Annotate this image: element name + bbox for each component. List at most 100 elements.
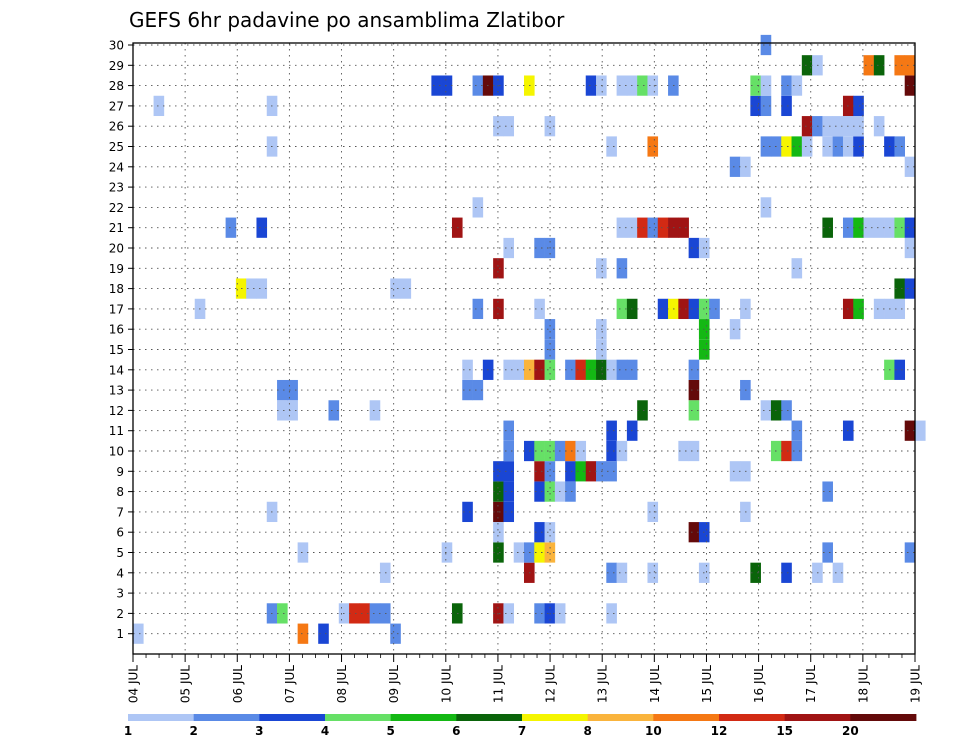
data-cell: [781, 400, 792, 421]
data-cell: [503, 359, 515, 380]
data-cell: [781, 136, 792, 157]
data-cell: [390, 278, 401, 299]
data-cell: [729, 461, 741, 482]
data-cell: [503, 116, 515, 137]
data-cell: [822, 136, 833, 157]
data-cell: [585, 461, 597, 482]
y-tick-label: 8: [116, 485, 124, 499]
data-cell: [513, 359, 525, 380]
data-cell: [493, 603, 504, 624]
data-cell: [616, 75, 628, 96]
data-cell: [565, 359, 576, 380]
y-tick-label: 22: [109, 201, 124, 215]
colorbar-swatch: [390, 714, 457, 721]
data-cell: [781, 75, 792, 96]
data-cell: [493, 298, 504, 320]
data-cell: [647, 75, 659, 96]
data-cell: [678, 217, 689, 238]
data-cell: [534, 542, 545, 563]
y-tick-label: 16: [109, 323, 124, 337]
data-cell: [493, 75, 504, 96]
data-cell: [801, 55, 813, 76]
data-cell: [915, 420, 926, 441]
y-tick-label: 30: [109, 39, 124, 53]
colorbar-swatch: [850, 714, 917, 721]
data-cell: [534, 359, 545, 380]
colorbar-label: 12: [711, 724, 728, 738]
data-cell: [441, 542, 453, 563]
data-cell: [894, 278, 906, 299]
data-cell: [534, 461, 545, 482]
data-cell: [256, 217, 268, 238]
colorbar-label: 8: [583, 724, 591, 738]
data-cell: [462, 501, 473, 523]
data-cell: [801, 116, 813, 137]
data-cell: [853, 136, 864, 157]
data-cell: [873, 217, 885, 238]
data-cell: [369, 603, 381, 624]
y-tick-label: 14: [109, 363, 124, 377]
data-cell: [606, 603, 617, 624]
data-cell: [575, 359, 587, 380]
y-tick-label: 7: [116, 505, 124, 519]
data-cell: [493, 501, 504, 523]
data-cell: [904, 237, 916, 259]
y-tick-label: 29: [109, 59, 124, 73]
colorbar-label: 1: [124, 724, 132, 738]
data-cell: [637, 400, 648, 421]
data-cell: [678, 440, 689, 462]
data-cell: [565, 440, 576, 462]
data-cell: [863, 217, 875, 238]
colorbar-label: 20: [842, 724, 859, 738]
data-cell: [287, 400, 298, 421]
colorbar-label: 7: [518, 724, 526, 738]
data-cell: [853, 95, 864, 117]
data-cell: [904, 75, 916, 96]
y-tick-label: 6: [116, 526, 124, 540]
colorbar-swatch: [587, 714, 654, 721]
data-cell: [575, 461, 587, 482]
data-cell: [822, 217, 833, 238]
data-cell: [894, 217, 906, 238]
x-tick-label: 12 JUL: [544, 665, 558, 703]
data-cell: [493, 481, 504, 502]
data-cell: [791, 440, 803, 462]
data-cell: [904, 542, 916, 563]
data-cell: [534, 481, 545, 502]
data-cell: [616, 440, 628, 462]
data-cell: [534, 237, 545, 259]
data-cell: [647, 501, 659, 523]
data-cell: [503, 461, 515, 482]
x-tick-label: 11 JUL: [491, 665, 505, 703]
data-cell: [750, 562, 761, 583]
data-cell: [544, 319, 556, 340]
colorbar-swatch: [522, 714, 589, 721]
y-tick-label: 23: [109, 181, 124, 195]
data-cell: [760, 197, 772, 218]
data-cell: [246, 278, 257, 299]
data-cell: [359, 603, 370, 624]
data-cell: [606, 136, 617, 157]
chart-title: GEFS 6hr padavine po ansamblima Zlatibor: [129, 8, 565, 32]
data-cell: [853, 217, 864, 238]
data-cell: [873, 116, 885, 137]
data-cell: [688, 298, 700, 320]
data-cell: [801, 136, 813, 157]
y-tick-label: 5: [116, 546, 124, 560]
data-cell: [431, 75, 442, 96]
data-cell: [822, 542, 833, 563]
x-tick-label: 09 JUL: [387, 665, 401, 703]
data-cell: [760, 75, 772, 96]
y-tick-label: 2: [116, 607, 124, 621]
x-tick-label: 18 JUL: [856, 665, 870, 703]
x-tick-label: 08 JUL: [335, 665, 349, 703]
axes: 1234567891011121314151617181920212223242…: [109, 39, 923, 704]
x-tick-label: 06 JUL: [231, 665, 245, 703]
y-tick-label: 13: [109, 384, 124, 398]
data-cell: [853, 298, 864, 320]
colorbar-legend: 1 2 3 4 5 6 7 8 10 12 15 20: [124, 714, 917, 738]
data-cell: [760, 34, 772, 56]
x-tick-label: 17 JUL: [804, 665, 818, 703]
data-cell: [493, 116, 504, 137]
data-cell: [616, 298, 628, 320]
